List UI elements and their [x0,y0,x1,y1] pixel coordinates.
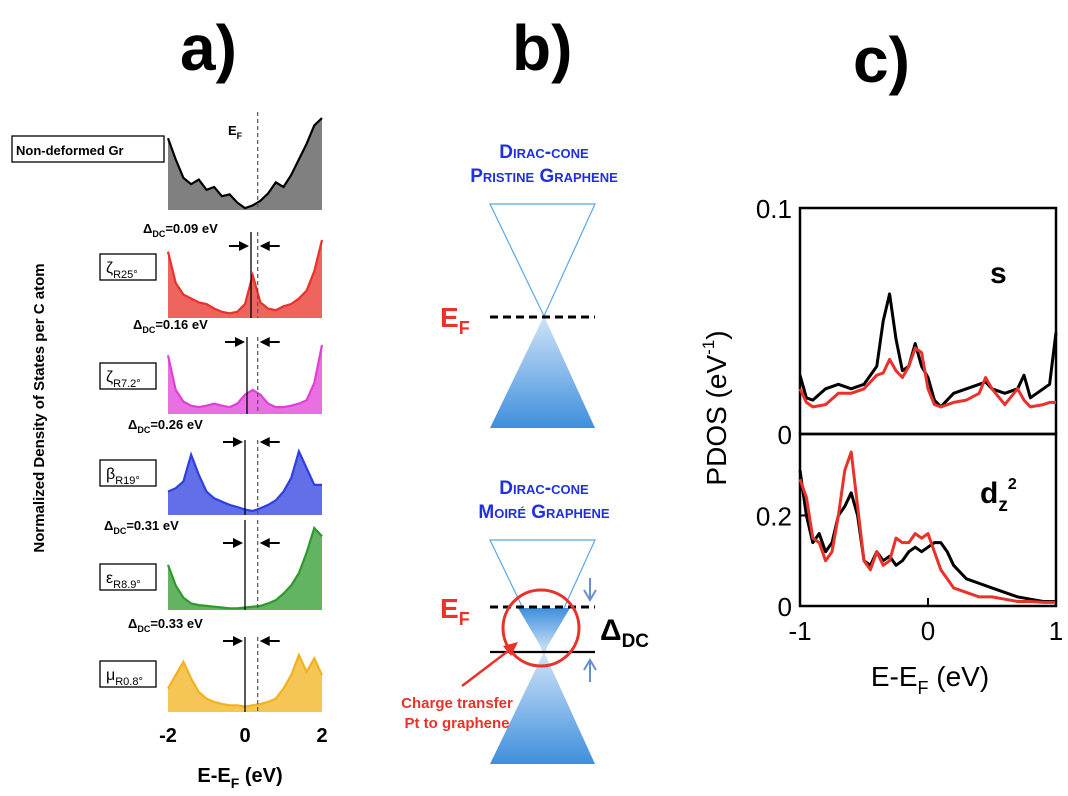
delta-dc-label: ΔDC [600,614,649,652]
delta-arrow-right-2 [259,337,270,347]
charge-transfer-arrowhead [503,642,518,656]
moire-upper-cone-outline [489,539,596,654]
dos-series-label-box-1 [99,253,157,281]
pristine-lower-cone [490,316,595,428]
pdos-line-0-red [798,346,1056,409]
panel-a-xtick-2: 2 [316,725,327,747]
dos-area-0 [168,118,322,210]
dos-series-label-text-0: Non-deformed Gr [16,143,124,158]
pdos-line-1-red [798,450,1056,604]
panel-a-xlabel: E-EF (eV) [197,765,282,791]
panel-b-title2-line1: Dirac-cone [499,478,589,499]
dos-series-label-text-5: μR0.8° [106,667,143,688]
charge-transfer-arrow [461,647,513,687]
delta-arrow-right-1 [259,241,270,251]
panel-c-dz2-label: dz2 [980,476,1017,516]
panel-a-ef-label: EF [228,123,243,141]
panel-a-xticks: -2 0 2 [159,725,327,747]
panel-a: Normalized Density of States per C atom … [11,112,328,791]
dos-area-4 [168,528,322,610]
moire-filled-region [518,608,570,652]
delta-dc-value-3: ΔDC=0.26 eV [128,417,203,435]
pdos-xtick-1: 0 [921,616,935,646]
pdos-ytick-0-1: 0 [778,420,792,450]
delta-dc-value-2: ΔDC=0.16 eV [133,317,208,335]
pdos-ytick-0-0: 0.1 [756,194,792,224]
panel-c-ticks: 0.100.20-1 0 1 [756,194,1063,646]
pdos-xtick-2: 1 [1049,616,1063,646]
pristine-ef-label: EF [440,302,470,338]
pristine-upper-cone [489,203,596,318]
panel-c-top-frame [798,206,1058,436]
delta-arrow-left-2 [235,337,245,347]
dos-series-label-5: μR0.8° [99,660,157,688]
dos-area-2 [168,345,322,414]
moire-highlight-circle [501,588,581,668]
dos-line-2 [166,344,324,409]
delta-dc-value-4: ΔDC=0.31 eV [104,518,179,536]
delta-dc-arrows [583,578,597,682]
pdos-ytick-1-1: 0 [778,592,792,622]
dos-series-label-4: εR8.9° [99,563,157,591]
panel-label-c: c) [853,24,910,96]
dos-series-label-box-2 [99,362,157,390]
dos-series-label-0: Non-deformed Gr [11,135,165,163]
delta-dc-value-5: ΔDC=0.33 eV [128,616,203,634]
pdos-ytick-1-0: 0.2 [756,501,792,531]
panel-a-plots: Non-deformed Gr ζR25° ΔDC=0.09 eV ζR7.2° ΔDC… [11,112,324,712]
dos-series-label-text-3: βR19° [106,466,140,487]
dos-area-3 [168,451,322,515]
moire-lower-cone [490,652,595,764]
dos-series-label-1: ζR25° [99,253,157,281]
delta-arrow-right-5 [259,636,270,646]
panel-c-xlabel: E-EF (eV) [871,661,989,698]
delta-arrow-left-3 [233,437,243,447]
panel-c-s-label: s [990,257,1007,290]
dos-line-1 [166,239,324,315]
dos-series-label-box-3 [99,459,157,487]
delta-arrow-right-4 [259,538,270,548]
dos-series-label-box-5 [99,660,157,688]
dos-line-0 [166,117,323,210]
panel-a-ylabel: Normalized Density of States per C atom [31,263,48,552]
panel-b: Dirac-cone Pristine Graphene EF Dirac-co… [401,142,649,764]
panel-a-xtick-1: 0 [239,725,250,747]
dos-area-1 [168,240,322,318]
dos-series-label-text-2: ζR7.2° [106,369,141,390]
delta-dc-value-1: ΔDC=0.09 eV [143,221,218,239]
panel-a-xtick-0: -2 [159,725,177,747]
delta-arrow-right-3 [259,437,270,447]
panel-b-title1-line2: Pristine Graphene [470,166,618,187]
dos-series-label-box-0 [11,135,165,163]
charge-transfer-line1: Charge transfer [401,695,513,712]
panel-c: 0.100.20-1 0 1 s dz2 PDOS (eV-1) E-EF (eV) [699,194,1063,698]
panel-b-title2-line2: Moiré Graphene [478,502,610,523]
panel-b-title1-line1: Dirac-cone [499,142,589,163]
charge-transfer-line2: Pt to graphene [404,715,509,732]
dos-area-5 [168,655,322,712]
pdos-xtick-0: -1 [788,616,811,646]
dos-series-label-3: βR19° [99,459,157,487]
dos-series-label-text-4: εR8.9° [106,570,141,591]
delta-arrow-left-4 [233,538,243,548]
dos-series-label-text-1: ζR25° [106,260,138,281]
panel-label-a: a) [180,12,237,84]
panel-c-ylabel: PDOS (eV-1) [699,330,732,485]
delta-arrow-left-1 [239,241,249,251]
delta-arrow-left-5 [233,636,243,646]
moire-ef-label: EF [440,593,470,629]
dos-series-label-2: ζR7.2° [99,362,157,390]
dos-series-label-box-4 [99,563,157,591]
panel-c-plots [798,292,1058,604]
panel-label-b: b) [512,12,572,84]
